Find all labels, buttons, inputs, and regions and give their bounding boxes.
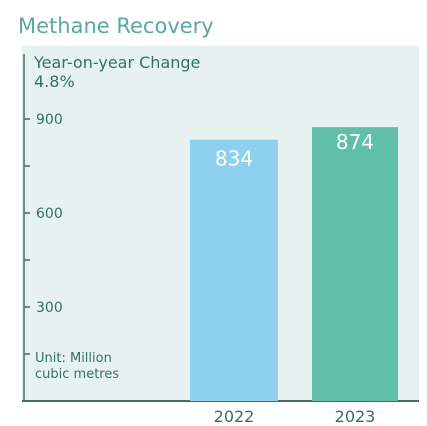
bar-value-label: 834 [215, 147, 253, 171]
subtitle: Year-on-year Change [33, 53, 200, 72]
bar-2022 [190, 139, 278, 401]
y-tick-label: 600 [36, 206, 63, 222]
bar-value-label: 874 [336, 130, 374, 154]
chart-title: Methane Recovery [18, 14, 214, 38]
unit-label-line2: cubic metres [35, 367, 119, 382]
y-ticks: 300 600 900 [24, 112, 63, 355]
subtitle-value: 4.8% [34, 72, 75, 91]
y-tick-label: 300 [36, 300, 63, 316]
x-category-label: 2022 [214, 407, 255, 426]
unit-label-line1: Unit: Million [35, 351, 112, 366]
y-tick-label: 900 [36, 112, 63, 128]
bar-2023 [312, 127, 398, 401]
x-category-label: 2023 [335, 407, 376, 426]
bars: 834 2022 874 2023 [190, 127, 398, 426]
